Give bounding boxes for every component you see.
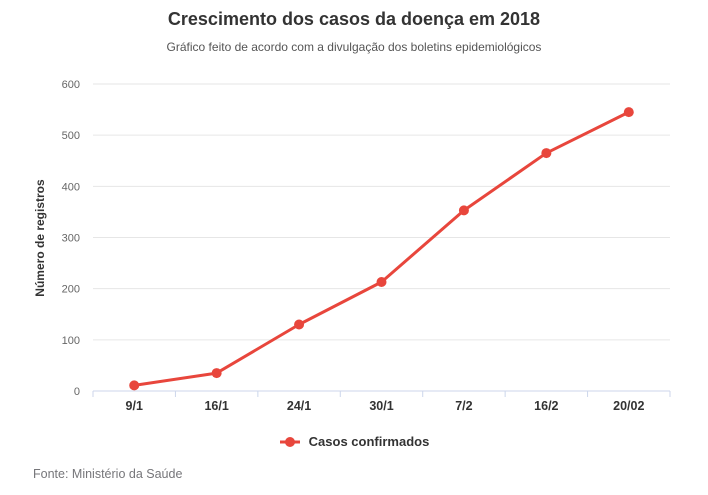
y-axis-tick-label: 100 <box>62 335 80 347</box>
x-axis-tick-label: 7/2 <box>455 399 472 413</box>
x-axis-tick-label: 9/1 <box>126 399 143 413</box>
source-credit: Fonte: Ministério da Saúde <box>33 467 183 481</box>
x-axis-tick-label: 16/2 <box>534 399 558 413</box>
line-chart-canvas: 0 100 200 300 400 500 600 9/1 16/1 24/1 30/1 7/2 16/… <box>62 79 671 413</box>
chart-title: Crescimento dos casos da doença em 2018 <box>167 9 541 29</box>
data-point-24/1[interactable] <box>294 319 305 330</box>
data-point-16/2[interactable] <box>541 148 552 159</box>
y-axis-tick-label: 500 <box>62 130 80 142</box>
x-axis-tick-label: 24/1 <box>287 399 311 413</box>
series-line-Casos confirmados <box>132 110 631 387</box>
x-axis-tick-label: 16/1 <box>204 399 228 413</box>
x-axis-tick-label: 20/02 <box>613 399 644 413</box>
data-point-16/1[interactable] <box>211 368 222 379</box>
data-point-20/02[interactable] <box>623 107 634 118</box>
data-point-30/1[interactable] <box>376 277 387 288</box>
y-axis-tick-label: 200 <box>62 284 80 296</box>
y-axis-tick-label: 0 <box>74 386 80 398</box>
data-point-7/2[interactable] <box>458 205 469 216</box>
x-axis-tick-label: 30/1 <box>369 399 393 413</box>
chart-subtitle: Gráfico feito de acordo com a divulgação… <box>166 40 542 54</box>
legend-marker-icon <box>279 436 300 447</box>
y-axis-tick-label: 400 <box>62 181 80 193</box>
legend-label: Casos confirmados <box>308 434 430 449</box>
legend-item-casos-confirmados[interactable]: Casos confirmados <box>0 434 708 449</box>
data-point-9/1[interactable] <box>129 380 140 391</box>
y-axis-tick-label: 600 <box>62 79 80 91</box>
y-axis-tick-label: 300 <box>62 233 80 245</box>
